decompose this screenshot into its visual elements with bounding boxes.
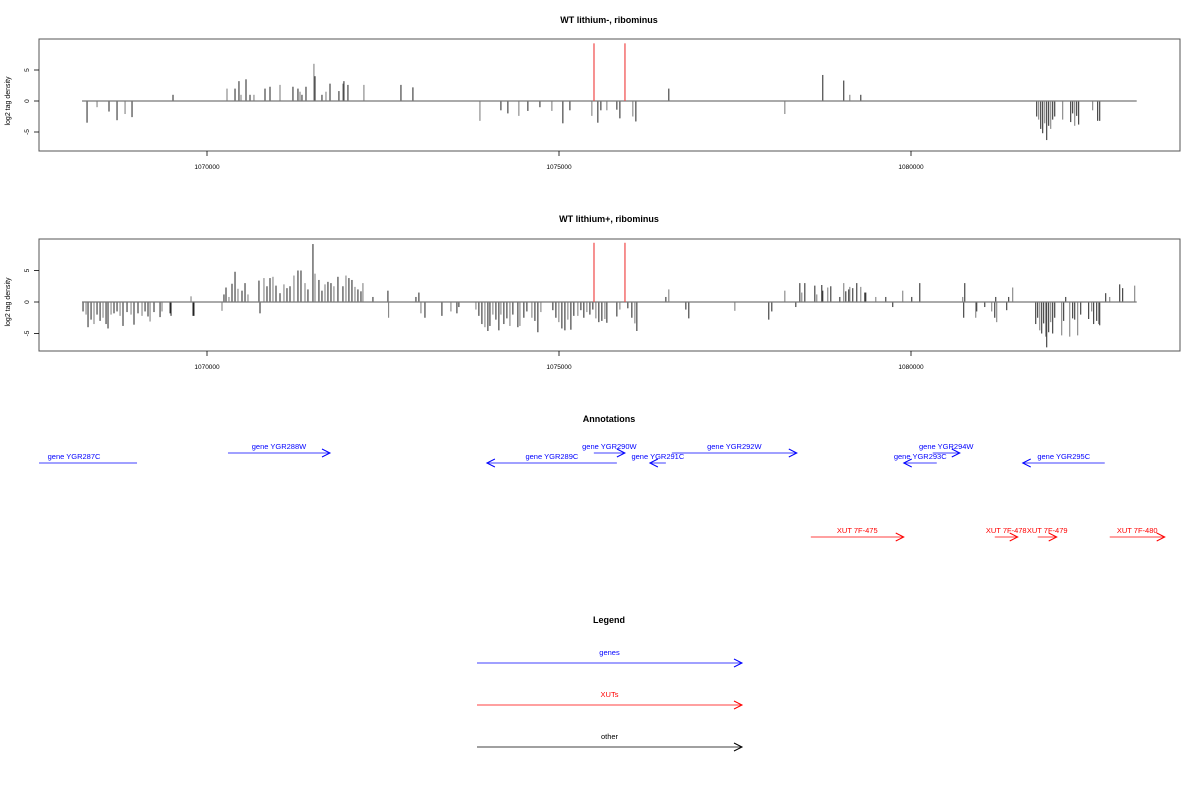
arrowhead-icon <box>485 458 496 468</box>
legend-label: genes <box>599 648 620 657</box>
gene-annotation: gene YGR288W <box>227 442 332 458</box>
gene-annotation: gene YGR292W <box>671 442 798 458</box>
legend-item: other <box>477 732 744 752</box>
gene-label: gene YGR293C <box>894 452 947 461</box>
plot-frame <box>38 238 1181 352</box>
arrowhead-icon <box>733 742 744 752</box>
gene-label: gene YGR291C <box>631 452 684 461</box>
xut-label: XUT 7F-479 <box>1027 526 1068 535</box>
legend-label: XUTs <box>601 690 619 699</box>
x-tick-label: 1080000 <box>898 364 924 371</box>
legend-item: XUTs <box>477 690 744 710</box>
legend-panel: Legend genes XUTs other <box>477 615 744 752</box>
arrowhead-icon <box>616 448 627 458</box>
gene-label: gene YGR292W <box>707 442 762 451</box>
x-tick-label: 1070000 <box>194 164 220 171</box>
xut-annotation: XUT 7F-475 <box>810 526 905 542</box>
y-axis-label: log2 tag density <box>5 277 12 327</box>
y-tick-label: -5 <box>24 129 31 135</box>
x-tick-label: 1070000 <box>194 364 220 371</box>
panel-title: WT lithium+, ribominus <box>559 214 659 224</box>
legend-title: Legend <box>593 615 625 625</box>
xut-annotation: XUT 7F-479 <box>1027 526 1068 542</box>
gene-annotation: gene YGR294W <box>919 442 974 458</box>
y-tick-label: -5 <box>24 330 31 336</box>
arrowhead-icon <box>1009 532 1019 542</box>
xut-annotation: XUT 7F-480 <box>1109 526 1166 542</box>
arrowhead-icon <box>902 458 912 468</box>
annotations-title: Annotations <box>583 414 636 424</box>
arrowhead-icon <box>1156 532 1166 542</box>
panel-lithium-plus: WT lithium+, ribominus -5 0 5 log2 tag dens… <box>5 214 1181 371</box>
panel-title: WT lithium-, ribominus <box>560 15 658 25</box>
arrowhead-icon <box>648 458 659 468</box>
annotations-panel: Annotations gene YGR287C gene YGR288W gene… <box>39 414 1166 542</box>
y-tick-label: 5 <box>24 268 31 272</box>
panel-lithium-minus: WT lithium-, ribominus -5 0 5 log2 tag dens… <box>5 15 1181 171</box>
gene-annotation: gene YGR287C <box>39 452 138 464</box>
gene-label: gene YGR294W <box>919 442 974 451</box>
y-tick-label: 5 <box>24 68 31 72</box>
gene-label: gene YGR295C <box>1037 452 1090 461</box>
xut-label: XUT 7F-475 <box>837 526 878 535</box>
gene-annotation: gene YGR291C <box>631 452 685 468</box>
gene-label: gene YGR288W <box>252 442 307 451</box>
legend-item: genes <box>477 648 744 668</box>
xut-annotation: XUT 7F-478 <box>986 526 1027 542</box>
xut-label: XUT 7F-480 <box>1117 526 1158 535</box>
gene-label: gene YGR290W <box>582 442 637 451</box>
y-axis-label: log2 tag density <box>5 76 12 126</box>
x-tick-label: 1080000 <box>898 164 924 171</box>
gene-annotation: gene YGR289C <box>485 452 617 468</box>
x-tick-label: 1075000 <box>546 364 572 371</box>
y-tick-label: 0 <box>24 300 31 304</box>
arrowhead-icon <box>895 532 905 542</box>
gene-annotation: gene YGR295C <box>1021 452 1105 468</box>
x-tick-label: 1075000 <box>546 164 572 171</box>
gene-label: gene YGR287C <box>48 452 101 461</box>
legend-label: other <box>601 732 619 741</box>
arrowhead-icon <box>733 658 744 668</box>
arrowhead-icon <box>788 448 798 458</box>
arrowhead-icon <box>321 448 332 458</box>
arrowhead-icon <box>733 700 744 710</box>
xut-label: XUT 7F-478 <box>986 526 1027 535</box>
y-tick-label: 0 <box>24 99 31 103</box>
arrowhead-icon <box>951 448 961 458</box>
plot-frame <box>38 38 1181 152</box>
gene-label: gene YGR289C <box>525 452 578 461</box>
arrowhead-icon <box>1048 532 1058 542</box>
gene-annotation: gene YGR293C <box>894 452 947 468</box>
arrowhead-icon <box>1021 458 1031 468</box>
gene-annotation: gene YGR290W <box>582 442 638 458</box>
